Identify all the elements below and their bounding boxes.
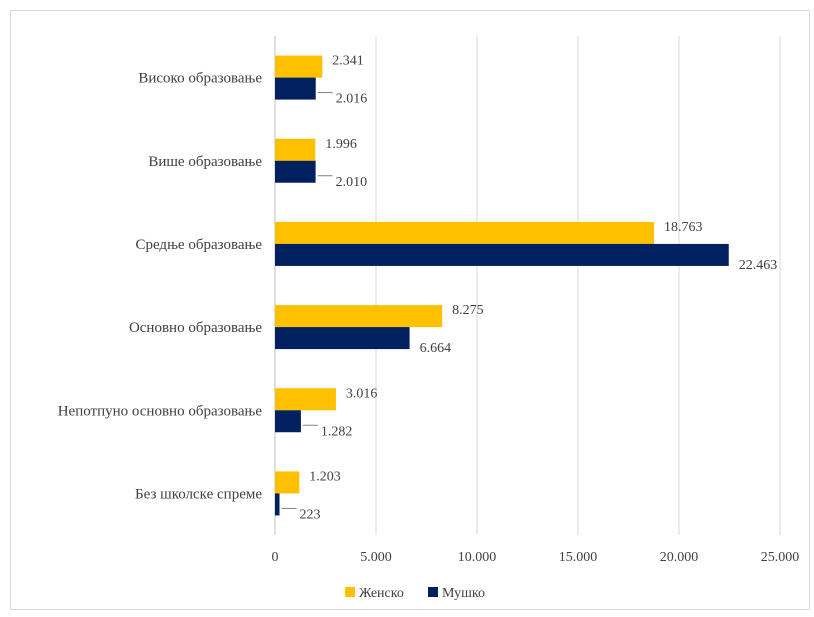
x-tick-label: 25.000: [761, 550, 800, 565]
data-label-musko: 2.010: [336, 175, 368, 190]
bar-zensko: [275, 55, 323, 78]
data-label-zensko: 3.016: [346, 386, 378, 401]
bar-musko: [275, 77, 316, 100]
x-tick-label: 20.000: [660, 550, 699, 565]
bar-zensko: [275, 221, 655, 244]
x-tick-label: 15.000: [559, 550, 598, 565]
bar-zensko: [275, 471, 300, 494]
bar-zensko: [275, 305, 443, 328]
x-tick-label: 5.000: [360, 550, 392, 565]
category-label: Непотпуно основно образовање: [58, 403, 263, 419]
data-label-musko: 1.282: [321, 424, 353, 439]
x-tick-label: 10.000: [458, 550, 497, 565]
bar-zensko: [275, 388, 336, 411]
data-label-zensko: 1.996: [325, 137, 357, 152]
bar-musko: [275, 410, 301, 433]
bar-musko: [275, 493, 280, 516]
data-label-zensko: 2.341: [332, 54, 364, 69]
legend-swatch-zensko: [345, 587, 355, 597]
category-label: Средње образовање: [135, 237, 262, 253]
bar-zensko: [275, 138, 316, 161]
legend-swatch-musko: [428, 587, 438, 597]
category-label: Основно образовање: [129, 320, 262, 336]
category-label: Високо образовање: [138, 71, 262, 87]
bar-musko: [275, 160, 316, 183]
data-label-zensko: 1.203: [309, 469, 341, 484]
data-label-musko: 6.664: [420, 341, 452, 356]
x-tick-label: 0: [272, 550, 279, 565]
category-label: Без школске спреме: [135, 486, 262, 502]
data-label-zensko: 8.275: [452, 303, 484, 318]
bar-musko: [275, 327, 410, 350]
data-label-musko: 2.016: [336, 92, 368, 107]
data-label-musko: 223: [300, 507, 321, 522]
data-label-musko: 22.463: [739, 258, 778, 273]
bar-musko: [275, 243, 729, 266]
category-label: Више образовање: [148, 154, 262, 170]
data-label-zensko: 18.763: [664, 220, 703, 235]
legend-label-zensko: Женско: [359, 586, 404, 601]
legend-label-musko: Мушко: [442, 586, 485, 601]
